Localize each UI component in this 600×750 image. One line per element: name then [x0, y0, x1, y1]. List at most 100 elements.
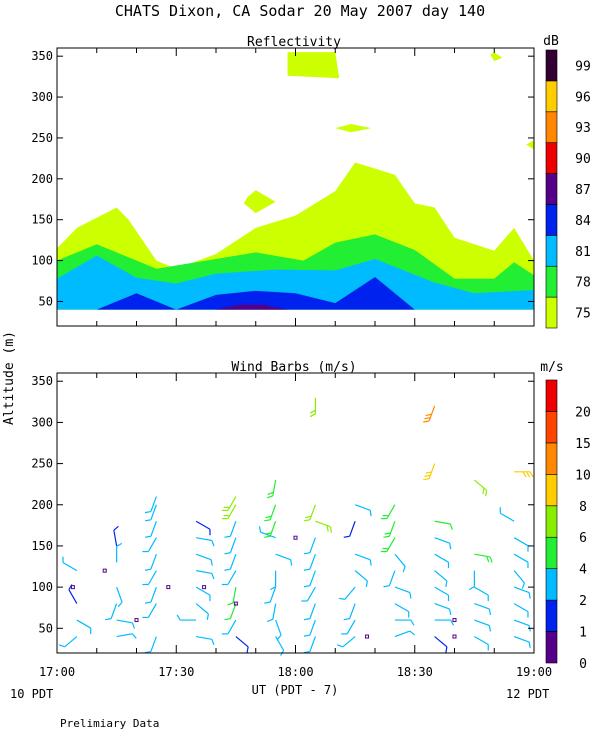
wind-barb — [380, 504, 396, 520]
reflectivity-patch — [335, 124, 372, 133]
y-tick-label: 50 — [39, 621, 53, 635]
figure-title: CHATS Dixon, CA Sodar 20 May 2007 day 14… — [115, 2, 485, 20]
wind-barb — [474, 586, 489, 602]
wind-barb — [434, 619, 455, 626]
colorbar-swatch — [545, 49, 558, 82]
wind-barb — [196, 537, 215, 547]
wind-barb — [270, 570, 277, 591]
calm-marker — [166, 585, 171, 590]
wind-barb — [474, 619, 492, 632]
wind-barb — [224, 537, 237, 555]
wind-barb — [275, 553, 293, 566]
wind-barb — [224, 553, 237, 571]
colorbar-label: 93 — [575, 121, 591, 136]
colorbar-swatch — [545, 235, 558, 267]
y-tick-label: 250 — [31, 131, 53, 145]
wind-barb — [434, 586, 450, 602]
wind-barb — [267, 479, 277, 499]
wind-barb — [434, 603, 452, 616]
y-tick-label: 200 — [31, 172, 53, 186]
right-local-time-label: 12 PDT — [506, 687, 549, 701]
wind-barb — [473, 479, 488, 497]
colorbar-label: 8 — [579, 500, 587, 515]
reflectivity-band — [57, 255, 534, 310]
wind-barb — [315, 520, 333, 533]
wind-barb — [303, 570, 316, 588]
wind-barb — [394, 586, 412, 599]
wind-barb — [144, 636, 157, 654]
wind-barb — [303, 504, 316, 522]
colorbar-label: 2 — [579, 594, 587, 609]
wind-barb — [144, 521, 157, 538]
wind-barb — [221, 496, 237, 511]
colorbar-swatch — [545, 296, 558, 329]
wind-barb — [144, 504, 157, 522]
colorbar-swatch — [545, 411, 558, 444]
wind-barb — [68, 584, 78, 604]
wind-barb — [383, 570, 396, 588]
wind-barbs-frame — [56, 372, 535, 654]
wind-barb — [195, 553, 213, 566]
colorbar-label: 4 — [579, 563, 587, 578]
colorbar-label: 78 — [575, 276, 591, 291]
wind-barb — [423, 463, 436, 481]
wind-barb — [423, 405, 436, 423]
wind-barb — [434, 553, 450, 569]
colorbar-label: 20 — [575, 405, 591, 420]
wind-barb — [394, 619, 415, 626]
colorbar-label: 75 — [575, 307, 591, 322]
wind-barb — [196, 570, 215, 580]
wind-barb — [394, 603, 410, 618]
colorbar-label: 10 — [575, 468, 591, 483]
wind-barb — [354, 504, 372, 517]
wind-barb — [221, 570, 237, 586]
wind-barb — [383, 521, 396, 538]
wind-barb — [474, 603, 492, 616]
wind-barb — [309, 397, 316, 418]
wind-barb — [62, 556, 78, 572]
wind-barb — [303, 553, 316, 571]
footer-note: Prelimiary Data — [60, 717, 159, 730]
colorbar-swatch — [545, 599, 558, 632]
wind-barbs-y-axis: 50 100 150 200 250 300 350 — [31, 374, 534, 635]
calm-marker — [134, 618, 139, 623]
wind-barb — [474, 636, 489, 651]
x-tick-label: 18:00 — [277, 665, 313, 679]
wind-barb — [58, 636, 78, 648]
wind-barb — [301, 586, 316, 602]
wind-barb — [338, 586, 356, 600]
wind-barb — [303, 619, 316, 637]
wind-barb — [354, 553, 372, 566]
wind-barb — [354, 570, 368, 587]
wind-barb — [303, 537, 316, 555]
colorbar-swatch — [545, 111, 558, 143]
wind-barb — [337, 636, 356, 648]
wind-barb — [343, 603, 356, 621]
wind-barb — [264, 504, 277, 522]
wind-barb — [258, 526, 276, 539]
y-axis-label: Altitude (m) — [2, 331, 17, 425]
colorbar-swatch — [545, 173, 558, 205]
y-tick-label: 350 — [31, 374, 53, 388]
colorbar-swatch — [545, 631, 558, 664]
wind-barb — [116, 586, 123, 608]
wind-barb — [142, 537, 157, 553]
colorbar-swatch — [545, 474, 558, 507]
wind-barb — [144, 586, 157, 604]
colorbar-swatch — [545, 379, 558, 412]
colorbar-swatch — [545, 442, 558, 475]
x-tick-label: 17:30 — [158, 665, 194, 679]
left-local-time-label: 10 PDT — [10, 687, 53, 701]
x-tick-label: 17:00 — [39, 665, 75, 679]
colorbar-swatch — [545, 204, 558, 236]
wind-barb — [195, 520, 211, 536]
wind-barb — [434, 520, 453, 530]
reflectivity-patch — [243, 190, 276, 214]
wind-barb — [434, 636, 448, 653]
wind-barb — [513, 537, 529, 552]
wind-barb — [221, 504, 237, 520]
colorbar-label: 81 — [575, 245, 591, 260]
y-tick-label: 50 — [39, 294, 53, 308]
y-tick-label: 200 — [31, 498, 53, 512]
